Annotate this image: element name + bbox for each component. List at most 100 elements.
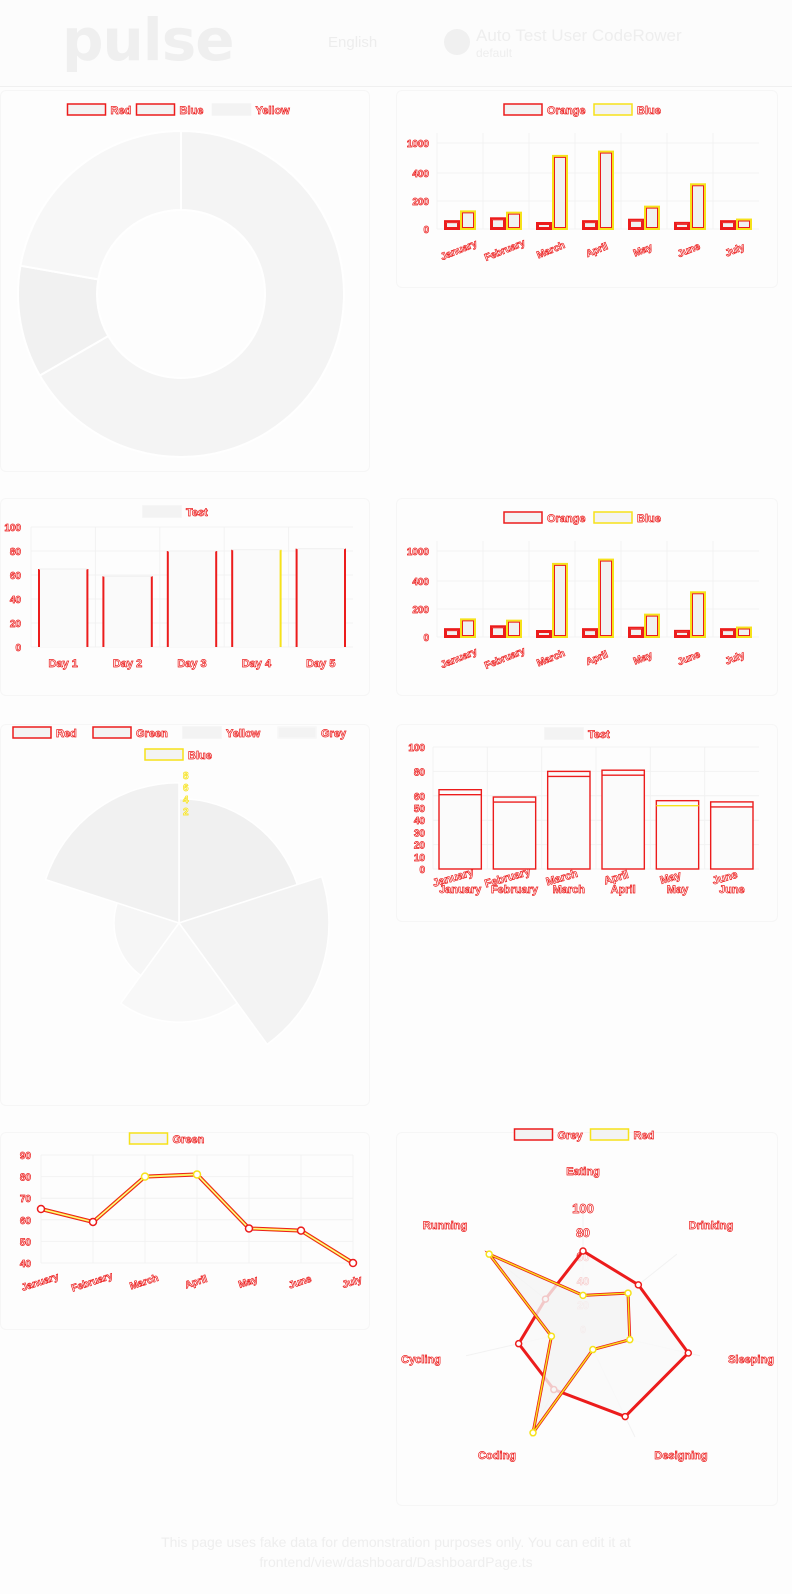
y-tick-label: 60	[20, 1216, 32, 1227]
bar-inner-outline	[554, 564, 566, 636]
doughnut-slice-yellow	[19, 129, 182, 281]
radar-point	[529, 1429, 537, 1437]
legend-item-green: Green	[92, 726, 168, 740]
y-tick-label: 100	[408, 743, 425, 754]
bar-day-1	[39, 569, 88, 647]
doughnut-chart-panel: Red Blue Yellow	[0, 90, 370, 472]
user-name[interactable]: Auto Test User CodeRower	[476, 26, 682, 45]
language-selector[interactable]: English	[328, 34, 378, 51]
chart-svg: Red Blue Yellow	[17, 103, 345, 458]
x-tick-label: Day 1	[49, 658, 78, 670]
bar-inner-outline	[676, 223, 688, 229]
radar-point	[624, 1289, 632, 1297]
legend-swatch	[12, 726, 52, 739]
legend-item-yellow: Yellow	[182, 726, 261, 740]
x-tick-label: Day 4	[242, 658, 272, 670]
x-tick-label: April	[184, 1274, 209, 1292]
bar-blue-july	[736, 218, 752, 230]
x-tick-label: June	[287, 1274, 313, 1292]
y-tick-label: 100	[4, 523, 21, 534]
bar-orange-july	[720, 628, 736, 638]
x-tick-label: April	[584, 241, 609, 260]
polar-segment-green	[177, 875, 330, 1046]
y-tick-label: 70	[20, 1194, 32, 1205]
legend-label: Test	[186, 507, 208, 519]
y-tick-label: 20	[414, 841, 426, 852]
y-tick-label: 20	[10, 619, 22, 630]
x-tick-label: May	[237, 1274, 259, 1291]
bar-orange-january	[444, 220, 460, 230]
bar-day-2	[103, 576, 152, 647]
y-tick-label: 40	[10, 595, 22, 606]
bar-orange-march	[536, 630, 552, 638]
bar-inner-outline	[630, 220, 642, 228]
bar-blue-may	[644, 613, 660, 638]
x-tick-label: April	[611, 884, 636, 896]
footer-line-1: This page uses fake data for demonstrati…	[161, 1534, 631, 1550]
radar-axis-label-designing: Designing	[654, 1450, 707, 1462]
bar-march	[546, 770, 591, 870]
legend-label: Red	[634, 1130, 655, 1142]
polar-segment-yellow	[119, 921, 239, 1023]
bar-orange-march	[536, 222, 552, 230]
bar-blue-july	[736, 626, 752, 638]
x-tick-label: April	[584, 649, 609, 668]
legend-swatch	[593, 103, 633, 116]
bar-blue-january	[460, 210, 476, 231]
bar-orange-july	[720, 220, 736, 230]
x-tick-label: May	[667, 884, 689, 896]
user-avatar[interactable]	[444, 29, 470, 55]
bar-inner-outline	[492, 219, 504, 229]
radar-point	[547, 1332, 556, 1340]
footer-line-2: frontend/view/dashboard/DashboardPage.ts	[259, 1554, 533, 1570]
legend-swatch	[503, 511, 543, 524]
line-point	[244, 1224, 254, 1233]
legend-swatch	[277, 726, 317, 739]
x-tick-label: February	[491, 884, 539, 896]
legend-item-green: Green	[128, 1132, 205, 1146]
y-tick-label: 50	[414, 804, 426, 815]
legend-item-grey: Grey	[277, 726, 347, 740]
bar-orange-february	[490, 625, 506, 638]
legend-label: Yellow	[226, 728, 261, 740]
bar-blue-february	[506, 619, 522, 639]
legend-item-blue: Blue	[593, 103, 661, 117]
legend-item-blue: Blue	[135, 103, 204, 117]
legend-label: Grey	[558, 1130, 584, 1142]
bar-orange-june	[674, 221, 690, 231]
y-tick-label: 0	[423, 225, 429, 236]
bar-inner-outline	[446, 222, 458, 228]
bar-june	[709, 801, 754, 870]
bar-inner-outline	[692, 593, 704, 636]
radar-chart-panel: Grey Red Eating Drinking Sleeping Designing Co…	[396, 1128, 778, 1506]
polar-segment-red	[178, 797, 299, 925]
x-tick-label: January	[20, 1271, 60, 1293]
doughnut-slice-red	[38, 129, 345, 458]
bar-inner-outline	[462, 212, 474, 229]
bar-inner-outline	[646, 615, 658, 636]
legend-swatch	[503, 103, 543, 116]
y-tick-label: 30	[414, 828, 426, 839]
y-tick-label: 10	[414, 853, 426, 864]
x-tick-label: March	[553, 884, 586, 896]
bar-blue-january	[460, 618, 476, 639]
bar-inner-outline	[600, 560, 612, 636]
legend-item-grey: Grey	[513, 1128, 584, 1142]
radar-point	[485, 1250, 493, 1258]
pulse-logo[interactable]: pulse	[62, 6, 235, 74]
bar-inner-outline	[492, 627, 504, 637]
x-tick-label: May	[632, 650, 655, 668]
chart-svg: Test 0 20 40 60 80 100 Day 1 Day 2 Day 3 Day 4 Day …	[4, 505, 353, 670]
radar-point	[589, 1345, 597, 1354]
bar-january	[438, 788, 483, 870]
x-tick-label: January	[439, 646, 479, 671]
bar-day-5	[296, 548, 345, 647]
bar-inner-outline	[538, 632, 550, 636]
radar-point	[579, 1291, 587, 1300]
chart-svg: Green 40 50 60 70 80 90 January February March Apr…	[20, 1132, 364, 1295]
bar-inner-outline	[722, 222, 734, 228]
bar-inner-outline	[462, 620, 474, 637]
radar-point	[621, 1412, 629, 1421]
legend-item-orange: Orange	[503, 103, 586, 117]
